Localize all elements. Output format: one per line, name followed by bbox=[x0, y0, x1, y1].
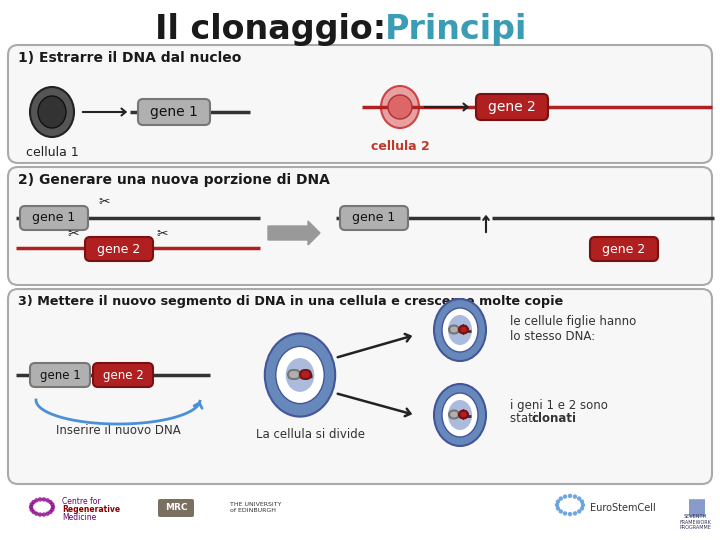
Ellipse shape bbox=[442, 393, 478, 437]
Text: le cellule figlie hanno: le cellule figlie hanno bbox=[510, 315, 636, 328]
Ellipse shape bbox=[434, 384, 486, 446]
Ellipse shape bbox=[286, 358, 315, 392]
Text: gene 2: gene 2 bbox=[603, 242, 646, 255]
Circle shape bbox=[30, 508, 34, 512]
Circle shape bbox=[573, 495, 577, 499]
Circle shape bbox=[563, 511, 567, 516]
FancyArrow shape bbox=[268, 221, 320, 245]
Circle shape bbox=[555, 503, 559, 507]
Circle shape bbox=[42, 512, 46, 517]
FancyBboxPatch shape bbox=[8, 167, 712, 285]
Text: gene 1: gene 1 bbox=[150, 105, 198, 119]
FancyBboxPatch shape bbox=[8, 289, 712, 484]
Circle shape bbox=[30, 502, 34, 507]
Text: of EDINBURGH: of EDINBURGH bbox=[230, 509, 276, 514]
Circle shape bbox=[29, 505, 33, 509]
Text: 1) Estrarre il DNA dal nucleo: 1) Estrarre il DNA dal nucleo bbox=[18, 51, 241, 65]
Text: Il clonaggio:: Il clonaggio: bbox=[155, 14, 397, 46]
Circle shape bbox=[51, 505, 55, 509]
Circle shape bbox=[35, 511, 39, 516]
Circle shape bbox=[559, 509, 563, 514]
Text: gene 2: gene 2 bbox=[97, 242, 140, 255]
Circle shape bbox=[563, 495, 567, 499]
Text: EuroStemCell: EuroStemCell bbox=[590, 503, 656, 513]
Ellipse shape bbox=[30, 87, 74, 137]
Circle shape bbox=[50, 502, 55, 507]
FancyBboxPatch shape bbox=[30, 363, 90, 387]
Circle shape bbox=[568, 494, 572, 498]
Text: gene 2: gene 2 bbox=[103, 368, 143, 381]
Text: 3) Mettere il nuovo segmento di DNA in una cellula e crescerne molte copie: 3) Mettere il nuovo segmento di DNA in u… bbox=[18, 295, 563, 308]
Text: ✂: ✂ bbox=[67, 227, 78, 241]
FancyBboxPatch shape bbox=[93, 363, 153, 387]
FancyBboxPatch shape bbox=[20, 206, 88, 230]
Text: cellula 1: cellula 1 bbox=[26, 145, 78, 159]
FancyBboxPatch shape bbox=[288, 370, 300, 379]
Text: lo stesso DNA:: lo stesso DNA: bbox=[510, 329, 595, 342]
Circle shape bbox=[556, 500, 560, 504]
Ellipse shape bbox=[265, 333, 336, 416]
Text: cellula 2: cellula 2 bbox=[371, 140, 429, 153]
Ellipse shape bbox=[276, 346, 324, 403]
FancyBboxPatch shape bbox=[476, 94, 548, 120]
Text: Inserire il nuovo DNA: Inserire il nuovo DNA bbox=[55, 424, 181, 437]
Ellipse shape bbox=[442, 308, 478, 352]
Text: THE UNIVERSITY: THE UNIVERSITY bbox=[230, 502, 282, 507]
Circle shape bbox=[559, 496, 563, 501]
Text: gene 1: gene 1 bbox=[32, 212, 76, 225]
Text: gene 2: gene 2 bbox=[488, 100, 536, 114]
Ellipse shape bbox=[448, 400, 472, 430]
Text: MRC: MRC bbox=[165, 503, 187, 512]
FancyBboxPatch shape bbox=[340, 206, 408, 230]
Circle shape bbox=[32, 500, 36, 504]
Circle shape bbox=[577, 496, 581, 501]
Circle shape bbox=[35, 498, 39, 503]
Text: ✂: ✂ bbox=[98, 195, 110, 209]
Ellipse shape bbox=[448, 315, 472, 345]
Ellipse shape bbox=[381, 86, 419, 128]
Circle shape bbox=[42, 497, 46, 502]
Text: Medicine: Medicine bbox=[62, 514, 96, 523]
Ellipse shape bbox=[38, 96, 66, 128]
Text: Principi: Principi bbox=[385, 14, 527, 46]
Circle shape bbox=[573, 511, 577, 516]
Circle shape bbox=[45, 511, 50, 516]
FancyBboxPatch shape bbox=[85, 237, 153, 261]
Circle shape bbox=[388, 95, 412, 119]
Text: Centre for: Centre for bbox=[62, 497, 101, 507]
Ellipse shape bbox=[434, 299, 486, 361]
FancyBboxPatch shape bbox=[459, 326, 468, 334]
Text: gene 1: gene 1 bbox=[40, 368, 81, 381]
Circle shape bbox=[568, 512, 572, 516]
FancyBboxPatch shape bbox=[590, 237, 658, 261]
Circle shape bbox=[38, 512, 42, 517]
Text: gene 1: gene 1 bbox=[352, 212, 395, 225]
Circle shape bbox=[556, 507, 560, 511]
Text: SEVENTH
FRAMEWORK
PROGRAMME: SEVENTH FRAMEWORK PROGRAMME bbox=[679, 514, 711, 530]
Circle shape bbox=[50, 508, 55, 512]
Circle shape bbox=[32, 510, 36, 514]
Circle shape bbox=[577, 509, 581, 514]
Text: i geni 1 e 2 sono: i geni 1 e 2 sono bbox=[510, 399, 608, 411]
Circle shape bbox=[581, 503, 585, 507]
FancyBboxPatch shape bbox=[8, 45, 712, 163]
Text: ✂: ✂ bbox=[156, 227, 168, 241]
FancyBboxPatch shape bbox=[459, 410, 468, 418]
Circle shape bbox=[580, 507, 584, 511]
Text: Regenerative: Regenerative bbox=[62, 505, 120, 515]
Text: clonati: clonati bbox=[531, 413, 576, 426]
Circle shape bbox=[45, 498, 50, 503]
Text: stati: stati bbox=[510, 413, 540, 426]
FancyBboxPatch shape bbox=[158, 499, 194, 517]
Text: 2) Generare una nuova porzione di DNA: 2) Generare una nuova porzione di DNA bbox=[18, 173, 330, 187]
Circle shape bbox=[580, 500, 584, 504]
FancyBboxPatch shape bbox=[300, 370, 311, 379]
FancyBboxPatch shape bbox=[449, 326, 459, 334]
Text: La cellula si divide: La cellula si divide bbox=[256, 429, 364, 442]
Circle shape bbox=[48, 500, 53, 504]
Circle shape bbox=[38, 497, 42, 502]
FancyBboxPatch shape bbox=[138, 99, 210, 125]
Circle shape bbox=[48, 510, 53, 514]
FancyBboxPatch shape bbox=[449, 410, 459, 418]
